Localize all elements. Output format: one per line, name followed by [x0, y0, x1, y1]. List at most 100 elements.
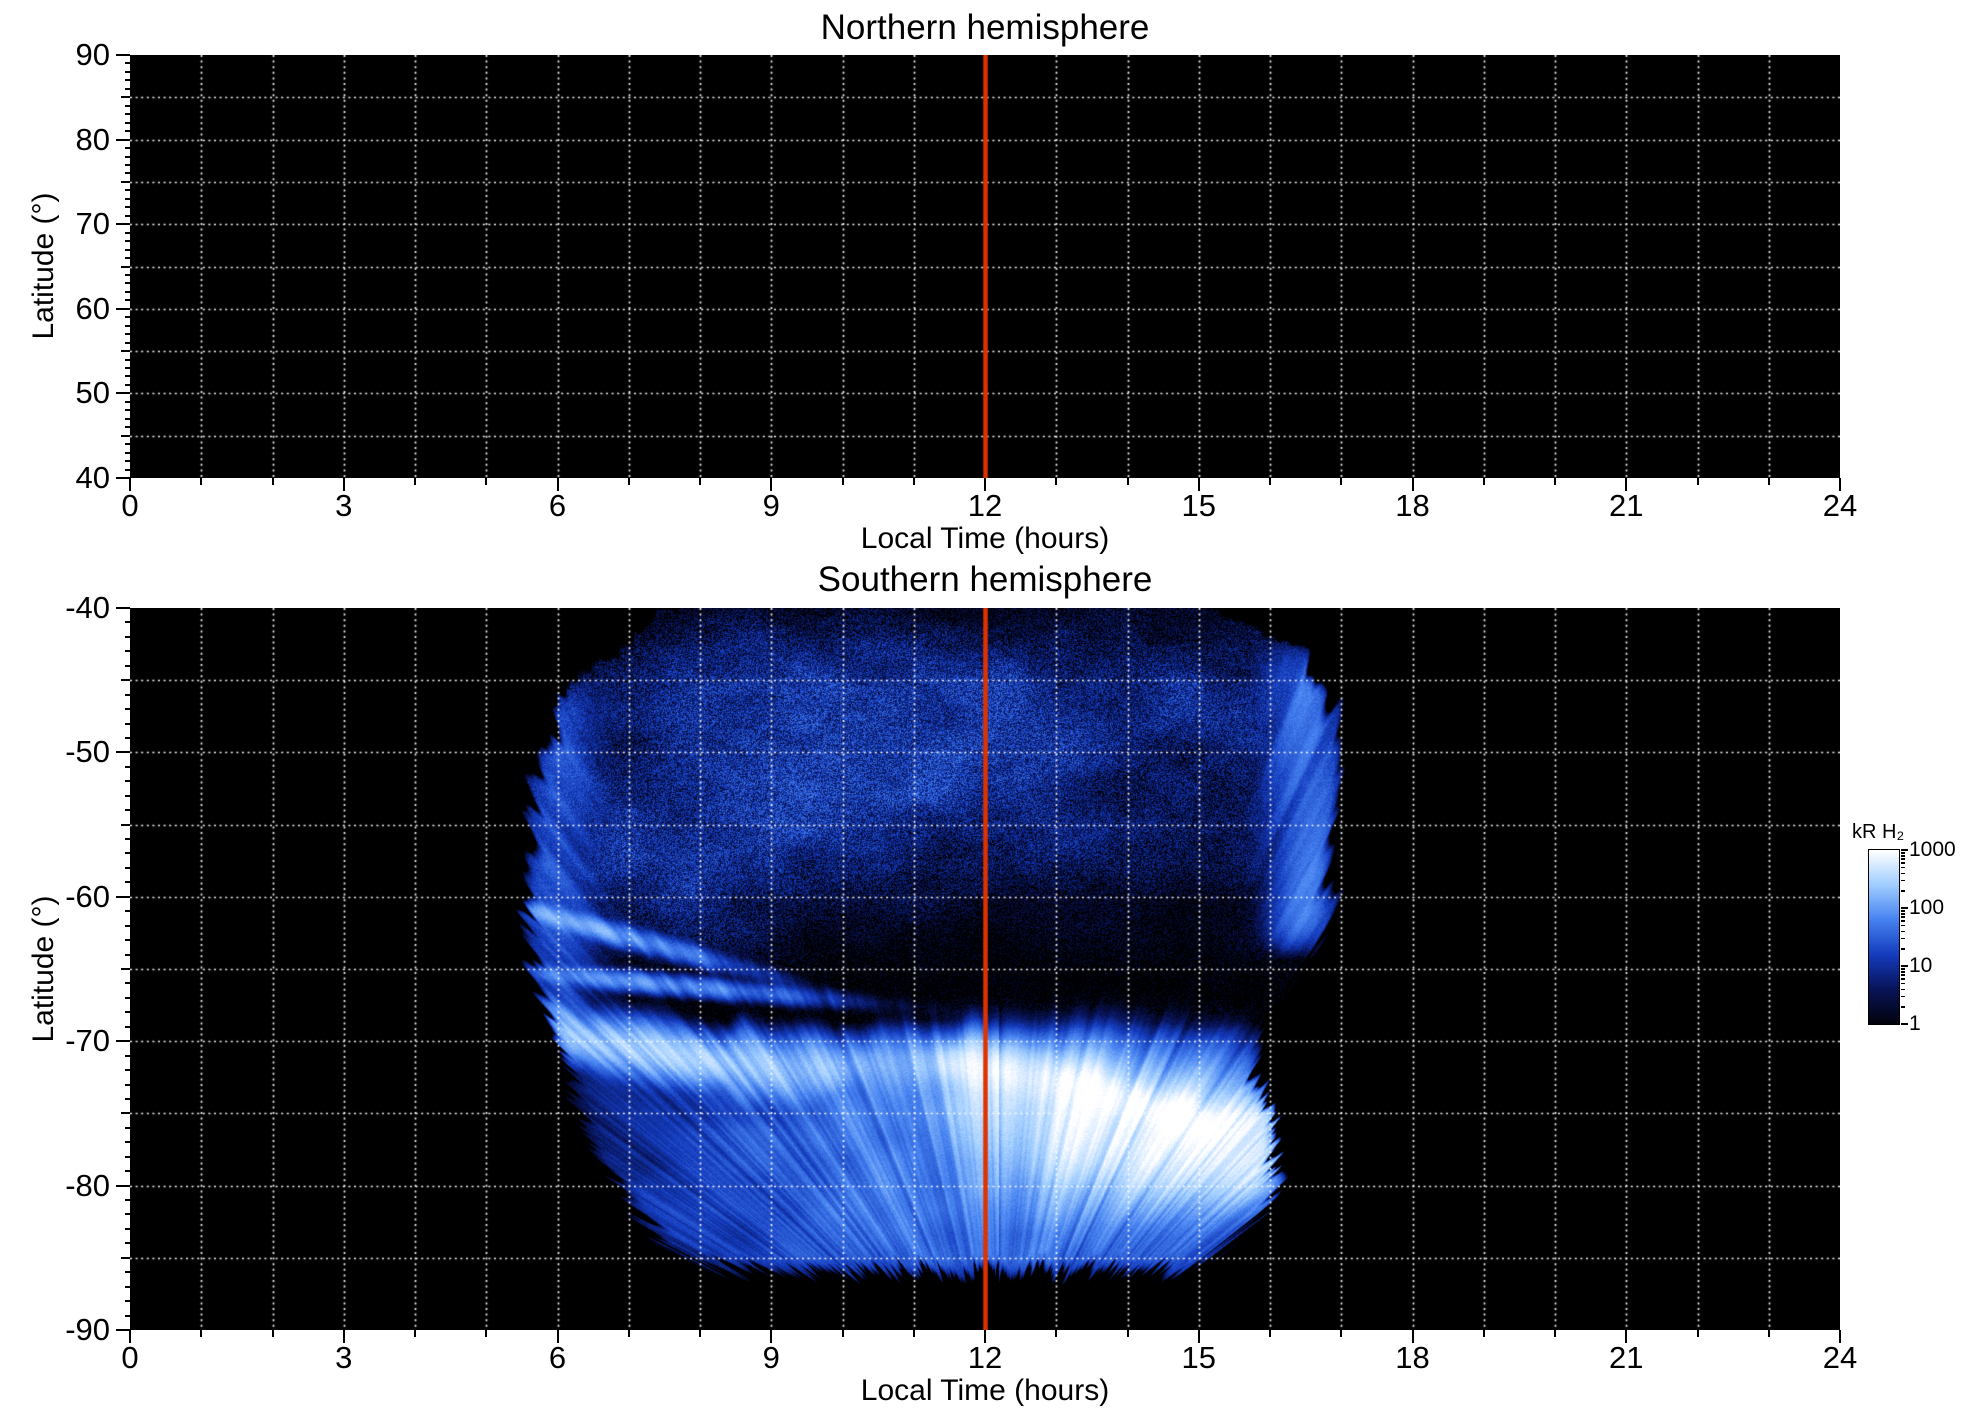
- y-axis-tick: [125, 163, 130, 166]
- y-axis-tick: [125, 113, 130, 116]
- y-axis-tick: [125, 367, 130, 370]
- y-axis-tick: [125, 172, 130, 175]
- y-tick-label: 50: [75, 375, 110, 411]
- x-tick-label: 6: [548, 1340, 567, 1375]
- y-axis-tick: [125, 155, 130, 158]
- colorbar-minor-tick: [1901, 1006, 1905, 1008]
- x-axis-tick: [1554, 478, 1556, 485]
- colorbar-tick-label: 1000: [1909, 838, 1956, 861]
- y-axis-tick: [125, 1097, 130, 1100]
- y-axis-tick: [125, 341, 130, 344]
- y-axis-tick: [125, 939, 130, 942]
- y-tick-label: -60: [65, 878, 110, 914]
- y-axis-tick: [125, 736, 130, 739]
- y-tick-label: -90: [65, 1312, 110, 1347]
- y-axis-tick: [125, 1300, 130, 1303]
- y-axis-tick: [125, 70, 130, 73]
- y-axis-tick: [116, 477, 130, 479]
- x-tick-label: 9: [762, 1340, 780, 1375]
- y-axis-tick: [125, 635, 130, 638]
- colorbar-minor-tick: [1901, 924, 1905, 927]
- y-axis-tick: [125, 708, 130, 711]
- y-axis-tick: [125, 214, 130, 217]
- y-axis-tick: [125, 1199, 130, 1202]
- x-axis-tick: [414, 478, 416, 485]
- colorbar-minor-tick: [1901, 858, 1905, 860]
- x-axis-tick: [1055, 478, 1058, 485]
- x-axis-tick: [1411, 1330, 1414, 1343]
- x-axis-tick: [1839, 1330, 1841, 1343]
- y-axis-tick: [125, 147, 130, 150]
- y-axis-tick: [125, 1069, 130, 1072]
- x-axis-tick: [699, 1330, 701, 1337]
- y-axis-tick: [125, 417, 130, 420]
- colorbar-minor-tick: [1901, 937, 1905, 940]
- y-axis-tick: [125, 881, 130, 884]
- y-axis-tick: [121, 679, 130, 682]
- x-axis-tick: [200, 1330, 203, 1337]
- y-axis-tick: [116, 54, 130, 56]
- y-axis-tick: [125, 375, 130, 378]
- y-axis-tick: [125, 794, 130, 797]
- y-axis-tick: [125, 62, 130, 65]
- y-axis-tick: [125, 664, 130, 667]
- y-axis-tick: [125, 324, 130, 327]
- colorbar-minor-tick: [1901, 995, 1905, 998]
- colorbar-minor-tick: [1901, 890, 1905, 892]
- y-axis-tick: [125, 121, 130, 124]
- colorbar-minor-tick: [1901, 913, 1905, 915]
- colorbar-minor-tick: [1901, 852, 1905, 854]
- y-axis-tick: [116, 607, 130, 609]
- x-tick-label: 18: [1395, 1340, 1430, 1375]
- x-tick-label: 24: [1822, 488, 1858, 523]
- x-axis-tick: [1269, 478, 1271, 485]
- x-axis-tick: [414, 1330, 416, 1337]
- colorbar: [1868, 849, 1900, 1025]
- y-tick-label: -50: [65, 734, 110, 770]
- y-tick-label: -70: [65, 1023, 110, 1059]
- x-axis-tick: [1696, 478, 1699, 485]
- y-tick-label: 90: [75, 37, 110, 72]
- y-axis-tick: [125, 273, 130, 276]
- x-axis-tick: [984, 1330, 986, 1343]
- x-axis-tick: [485, 1330, 488, 1337]
- x-axis-tick: [841, 478, 844, 485]
- y-axis-tick: [125, 693, 130, 696]
- x-tick-label: 21: [1609, 1340, 1644, 1375]
- y-axis-tick: [125, 400, 130, 403]
- colorbar-minor-tick: [1901, 916, 1905, 918]
- y-axis-tick: [125, 809, 130, 812]
- y-axis-tick: [125, 231, 130, 234]
- x-tick-label: 3: [335, 1340, 353, 1375]
- north-hemisphere-plot: [130, 55, 1840, 478]
- y-axis-tick: [121, 96, 130, 99]
- y-axis-tick: [116, 1329, 130, 1331]
- y-axis-tick: [125, 650, 130, 653]
- x-tick-label: 12: [967, 488, 1003, 523]
- y-axis-tick: [116, 223, 130, 226]
- x-axis-tick: [342, 478, 345, 491]
- y-axis-tick: [125, 996, 130, 999]
- y-axis-tick: [125, 1314, 130, 1317]
- y-axis-tick: [125, 282, 130, 285]
- x-tick-label: 18: [1395, 488, 1430, 523]
- colorbar-minor-tick: [1901, 948, 1905, 950]
- x-tick-label: 12: [967, 1340, 1003, 1375]
- x-axis-tick: [129, 1330, 131, 1343]
- x-axis-tick: [1839, 478, 1841, 491]
- x-axis-tick: [770, 1330, 773, 1343]
- y-axis-tick: [125, 443, 130, 446]
- y-axis-tick: [121, 434, 130, 437]
- y-axis-tick: [125, 248, 130, 251]
- x-axis-label-north: Local Time (hours): [860, 522, 1110, 555]
- y-axis-tick: [121, 1256, 130, 1259]
- y-axis-tick: [116, 895, 130, 898]
- colorbar-minor-tick: [1901, 930, 1905, 933]
- y-axis-tick: [125, 358, 130, 361]
- y-axis-tick: [125, 953, 130, 956]
- y-axis-tick: [125, 257, 130, 260]
- x-axis-tick: [1767, 478, 1770, 485]
- colorbar-tick: [1901, 907, 1908, 909]
- y-axis-tick: [125, 316, 130, 319]
- y-axis-tick: [125, 1011, 130, 1014]
